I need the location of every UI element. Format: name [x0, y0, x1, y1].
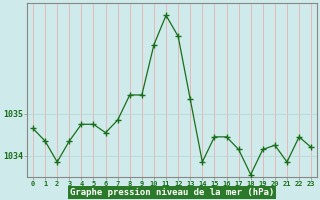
X-axis label: Graphe pression niveau de la mer (hPa): Graphe pression niveau de la mer (hPa) [70, 188, 274, 197]
